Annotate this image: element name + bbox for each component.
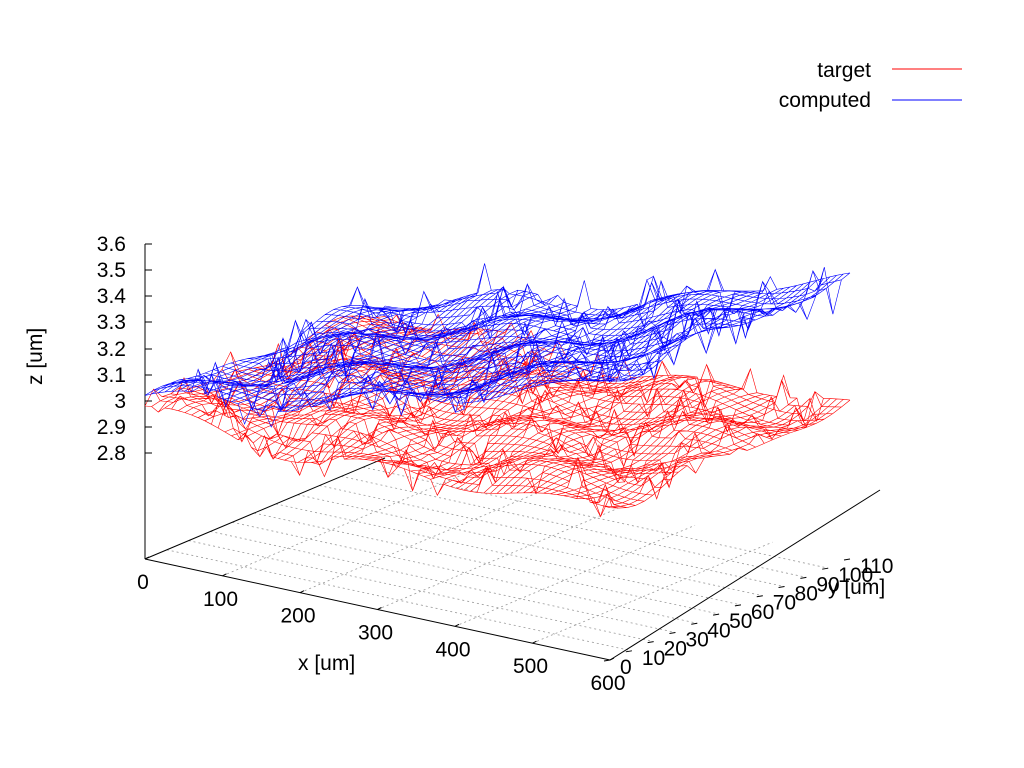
z-tick-label: 3.5 <box>97 259 126 282</box>
grid-line-y <box>166 549 632 652</box>
y-tick-mark <box>800 576 807 579</box>
x-tick-label: 500 <box>513 655 548 678</box>
grid-line-x <box>532 541 773 644</box>
y-tick-mark <box>625 650 632 653</box>
grid-line-x <box>377 508 618 610</box>
z-tick-label: 3.6 <box>97 233 126 256</box>
y-tick-mark <box>822 567 829 570</box>
x-tick-mark <box>609 657 615 661</box>
y-tick-label: 70 <box>773 592 796 615</box>
x-tick-mark <box>299 590 305 594</box>
surface-mesh-target <box>144 313 851 518</box>
z-tick-label: 3.1 <box>97 364 126 387</box>
x-tick-mark <box>454 623 460 627</box>
y-tick-label: 0 <box>620 656 632 679</box>
y-tick-label: 60 <box>751 601 774 624</box>
x-tick-label: 200 <box>280 605 315 628</box>
x-tick-label: 100 <box>203 588 238 611</box>
legend: target computed <box>779 59 962 112</box>
grid-line-y <box>319 485 785 587</box>
legend-label-target: target <box>817 59 871 82</box>
z-tick-label: 3.3 <box>97 311 126 334</box>
y-tick-mark <box>669 631 676 634</box>
y-tick-label: 80 <box>795 583 818 606</box>
y-axis-line <box>609 489 881 661</box>
y-axis-title: y [um] <box>828 576 885 599</box>
z-tick-label: 3.2 <box>97 338 126 361</box>
x-tick-label: 0 <box>137 571 149 594</box>
y-tick-label: 100 <box>838 564 873 587</box>
y-tick-label: 10 <box>642 647 665 670</box>
floor-back-edge <box>144 457 386 560</box>
x-tick-mark <box>222 573 227 577</box>
grid-line-x <box>454 524 696 627</box>
x-tick-mark <box>532 640 537 644</box>
y-tick-mark <box>603 659 611 662</box>
y-tick-mark <box>691 622 698 625</box>
y-tick-mark <box>713 613 720 616</box>
y-tick-label: 40 <box>707 619 730 642</box>
z-tick-label: 2.9 <box>97 416 126 439</box>
y-tick-mark <box>734 604 741 607</box>
series-computed-surface <box>144 263 851 428</box>
grid-line-y <box>363 466 829 569</box>
x-tick-label: 300 <box>358 622 393 645</box>
grid-line-y <box>254 512 720 615</box>
series-target-surface <box>144 313 851 518</box>
z-tick-label: 3 <box>114 390 126 413</box>
surface-mesh-computed <box>144 263 851 428</box>
x-tick-label: 400 <box>435 638 470 661</box>
y-tick-mark <box>778 586 785 589</box>
y-tick-label: 90 <box>816 573 839 596</box>
grid-line-y <box>188 540 654 643</box>
z-tick-label: 3.4 <box>97 285 127 308</box>
y-tick-mark <box>647 641 654 644</box>
z-tick-label: 2.8 <box>97 442 126 465</box>
x-axis-title: x [um] <box>298 652 355 675</box>
x-tick-mark <box>377 607 382 610</box>
x-tick-label: 600 <box>590 672 625 695</box>
grid-line-y <box>341 475 807 578</box>
x-tick-mark <box>144 556 150 560</box>
grid-line-y <box>297 494 763 597</box>
grid-line-x <box>299 491 541 594</box>
grid-line-y <box>210 531 676 633</box>
y-tick-label: 20 <box>664 638 687 661</box>
grid-line-x <box>222 474 463 577</box>
y-tick-label: 50 <box>729 610 752 633</box>
z-axis-title: z [um] <box>24 328 47 385</box>
base-grid <box>166 466 829 652</box>
grid-line-y <box>232 521 698 624</box>
y-tick-label: 30 <box>685 628 708 651</box>
y-tick-mark <box>843 558 851 561</box>
grid-line-y <box>275 503 741 606</box>
tick-labels: 3.63.53.43.33.23.132.92.8010020030040050… <box>97 233 894 695</box>
y-tick-mark <box>756 595 763 598</box>
legend-label-computed: computed <box>779 89 871 112</box>
y-tick-label: 110 <box>860 555 893 578</box>
